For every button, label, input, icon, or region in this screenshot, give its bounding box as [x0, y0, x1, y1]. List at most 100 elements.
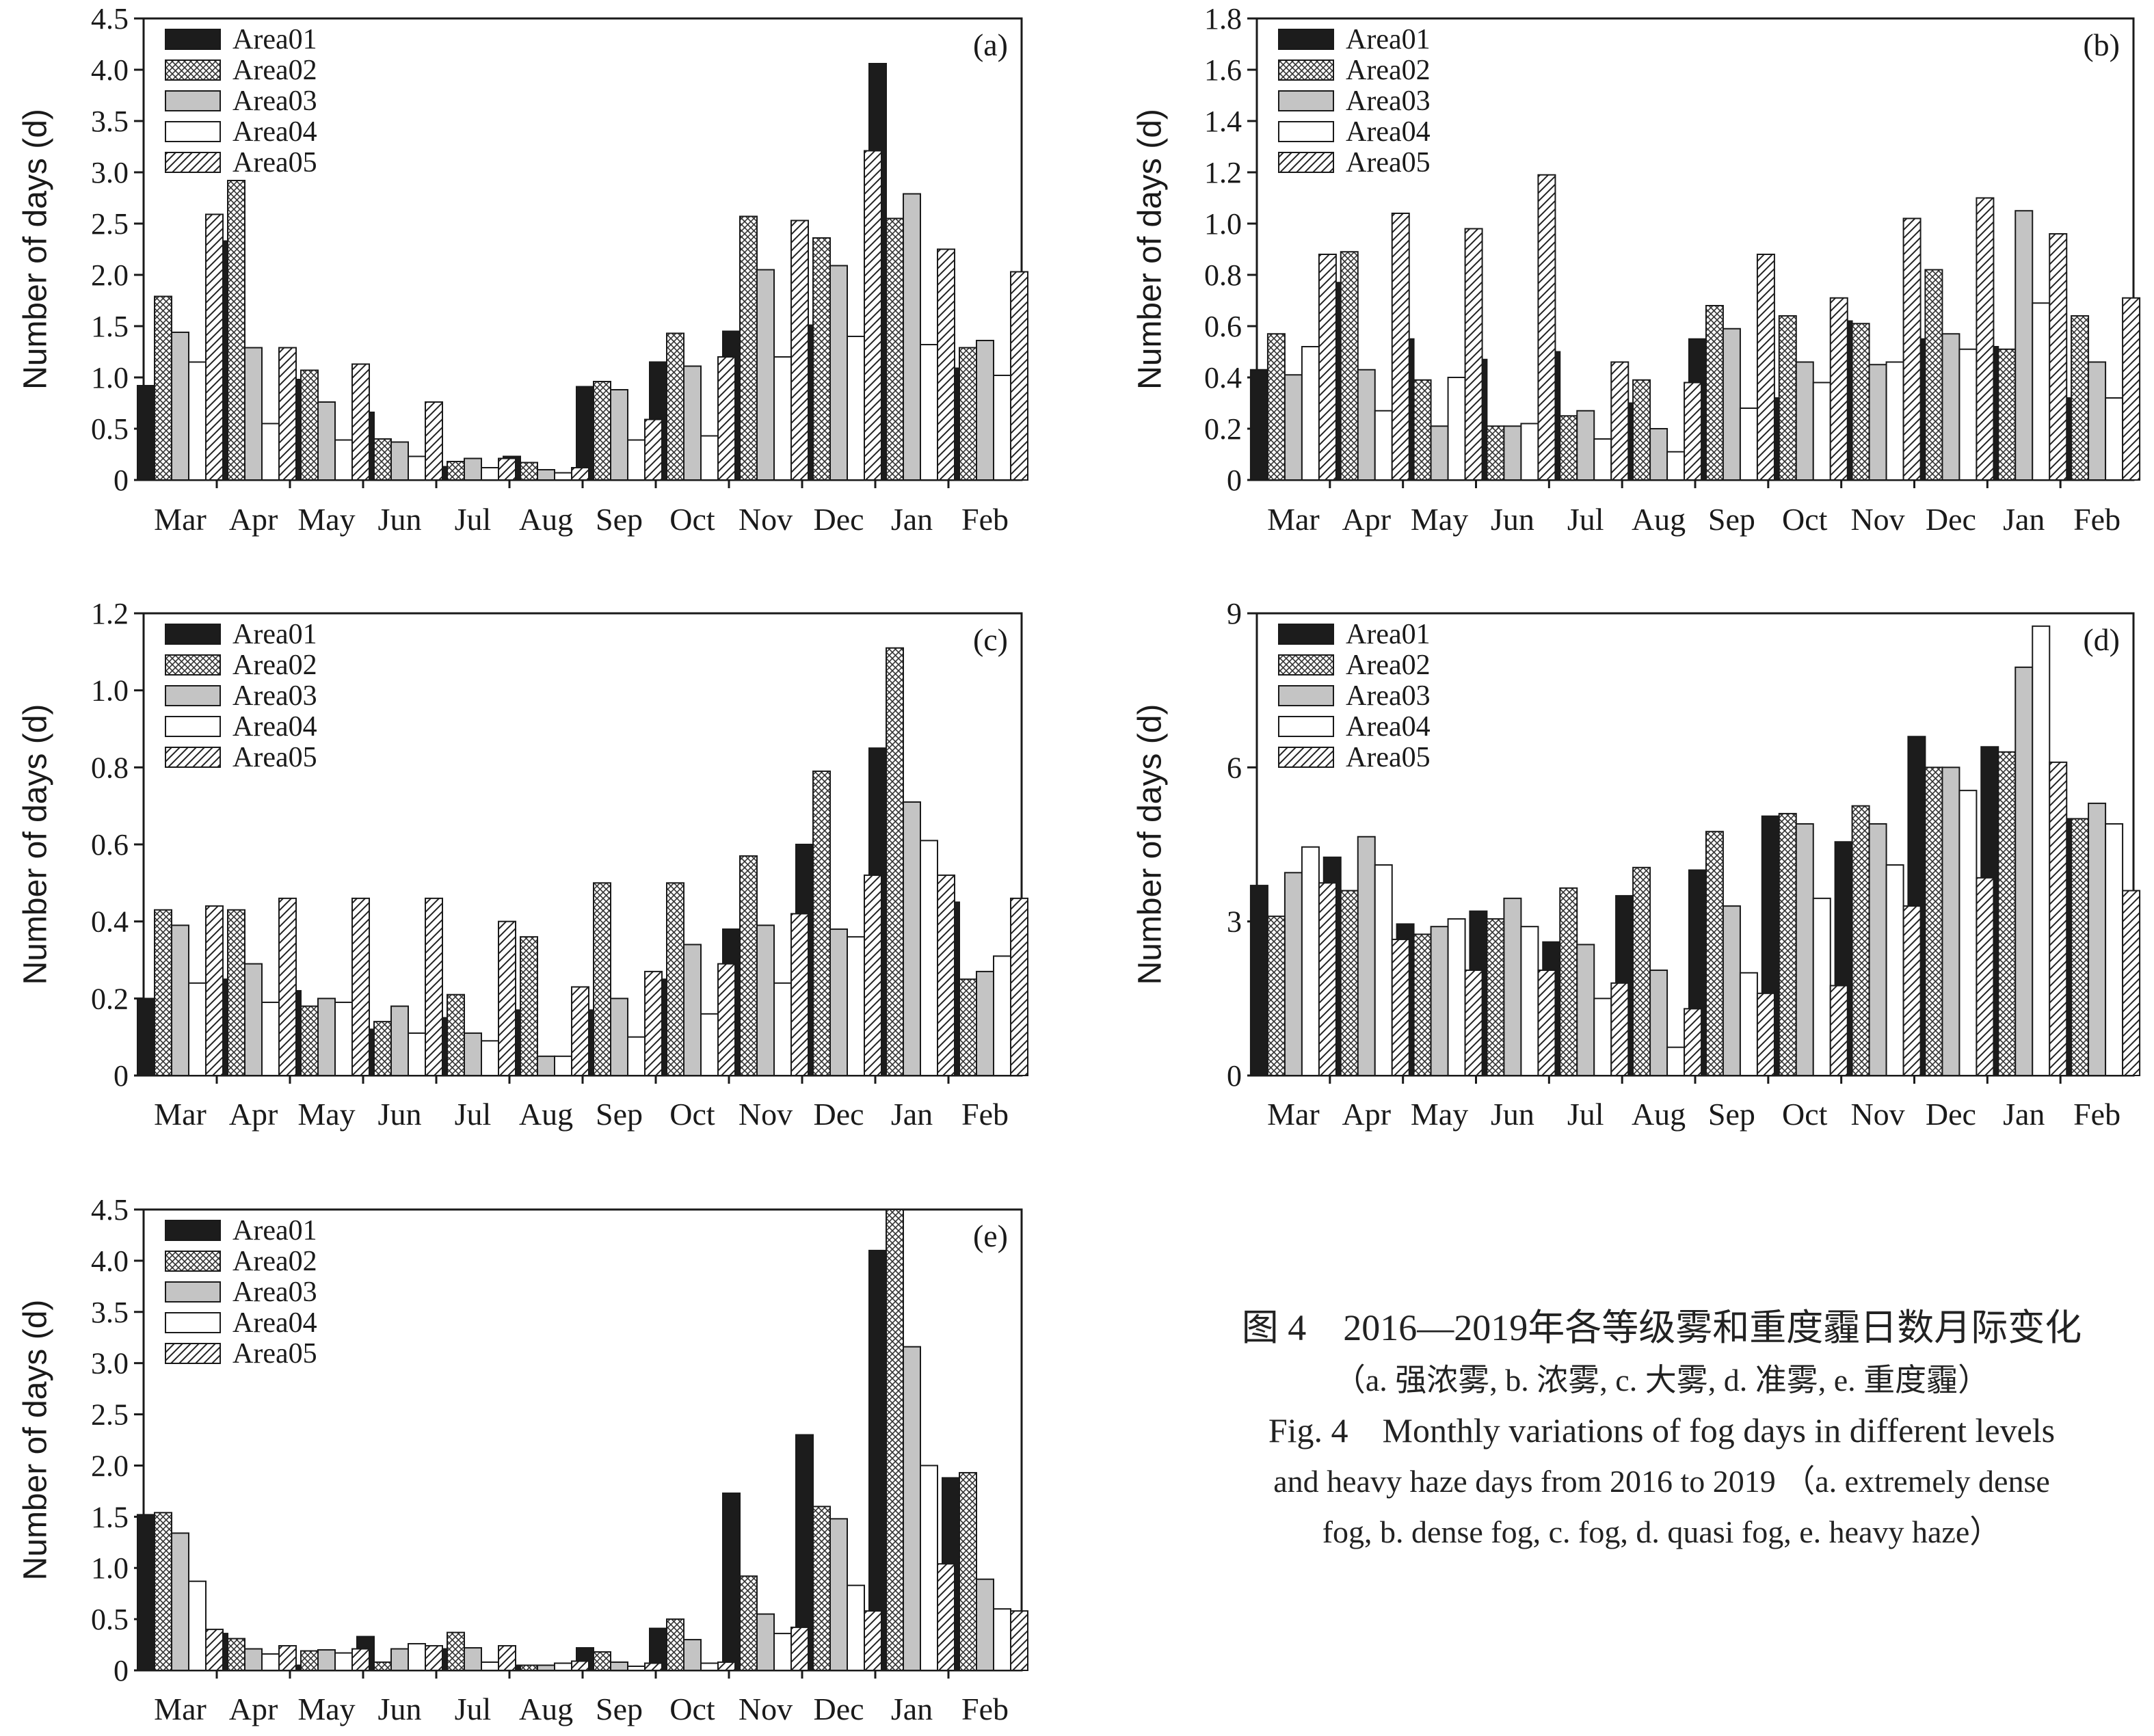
bar-area03-dec [1941, 766, 1960, 1077]
bar-area04-mar [188, 361, 207, 481]
y-tick-label: 1.5 [91, 1500, 129, 1534]
bar-area03-oct [1795, 361, 1814, 481]
legend-label-area03: Area03 [1346, 680, 1431, 712]
legend-label-area04: Area04 [1346, 116, 1431, 148]
bar-area02-apr [1340, 251, 1359, 481]
bar-area05-oct [1829, 985, 1848, 1076]
x-tick-label-oct: Oct [669, 1692, 715, 1726]
x-tick-label-jul: Jul [455, 502, 492, 537]
bar-area05-apr [1391, 213, 1410, 481]
bar-area02-jun [1486, 425, 1505, 481]
bar-area02-feb [959, 1471, 977, 1672]
y-tick-label: 1.0 [91, 1551, 129, 1585]
y-tick-label: 4.5 [91, 2, 129, 36]
bar-area04-feb [993, 955, 1011, 1077]
bar-area04-mar [1301, 846, 1320, 1077]
bar-area05-mar [1318, 882, 1337, 1077]
y-tick-label: 6 [1227, 751, 1242, 784]
bar-area05-sep [644, 418, 663, 481]
bar-area04-may [334, 1001, 353, 1077]
bar-area04-nov [773, 1633, 792, 1672]
bar-area02-jan [886, 217, 904, 481]
bar-area01-mar [137, 998, 155, 1077]
bar-area04-may [334, 1652, 353, 1672]
y-tick-label: 4.0 [91, 1244, 129, 1278]
bar-area04-may [1447, 377, 1466, 481]
bar-area05-dec [864, 1610, 882, 1672]
x-tick-label-mar: Mar [154, 1692, 207, 1726]
legend-label-area04: Area04 [232, 1307, 317, 1339]
bar-area02-dec [812, 770, 831, 1076]
bar-area03-dec [829, 928, 848, 1077]
bar-area04-apr [1374, 410, 1393, 481]
x-tick-label-jun: Jun [378, 1097, 422, 1132]
bar-area03-jul [464, 1647, 482, 1671]
x-tick-label-jan: Jan [891, 1097, 933, 1132]
bar-area04-may [334, 439, 353, 481]
x-tick-label-dec: Dec [1926, 502, 1976, 537]
bar-area04-nov [773, 356, 792, 481]
bar-area05-apr [1391, 938, 1410, 1077]
series-area05 [205, 874, 1028, 1077]
x-tick-label-jun: Jun [1491, 1097, 1534, 1132]
y-tick-label: 3 [1227, 905, 1242, 939]
bar-area03-mar [1284, 872, 1303, 1077]
bar-area04-feb [993, 1608, 1011, 1671]
legend-swatch-area03 [1278, 90, 1334, 111]
legend-label-area01: Area01 [232, 1215, 317, 1246]
bar-area05-aug [571, 1660, 589, 1672]
bar-area05-jun [425, 1645, 443, 1671]
bar-area04-jun [1520, 926, 1539, 1076]
bar-area05-apr [278, 347, 297, 481]
legend-label-area05: Area05 [1346, 147, 1431, 178]
x-tick-label-oct: Oct [1782, 1097, 1828, 1132]
bar-area05-apr [278, 897, 297, 1077]
x-tick-label-may: May [297, 502, 355, 537]
y-tick-label: 1.2 [1204, 156, 1242, 189]
x-tick-label-may: May [297, 1692, 355, 1726]
bar-area02-jan [886, 647, 904, 1076]
bar-area04-oct [1812, 382, 1831, 481]
legend-swatch-area01 [1278, 29, 1334, 50]
y-tick-label: 3.0 [91, 156, 129, 189]
bar-area02-oct [1778, 812, 1797, 1077]
y-tick-label: 1.0 [1204, 207, 1242, 241]
bar-area05-feb [2122, 297, 2141, 481]
legend-swatch-area02 [165, 59, 221, 81]
bar-area02-sep [593, 1651, 611, 1672]
legend-label-area05: Area05 [232, 147, 317, 178]
legend-swatch-area03 [165, 90, 221, 111]
legend-swatch-area03 [165, 1281, 221, 1303]
bar-area02-jan [886, 1209, 904, 1671]
bar-area02-dec [812, 237, 831, 481]
bar-area05-jan [2049, 761, 2068, 1077]
legend-label-area01: Area01 [232, 24, 317, 55]
charts-root: 0 0.5 1.0 1.5 2.0 2.5 3.0 3.5 4.0 4.5 Mar Apr May Jun… [18, 2, 2141, 1726]
legend-swatch-area04 [1278, 716, 1334, 737]
x-tick-label-apr: Apr [229, 1692, 278, 1726]
bar-area05-aug [1684, 1008, 1703, 1077]
legend-swatch-area02 [1278, 654, 1334, 676]
y-tick-label: 0.8 [91, 751, 129, 784]
bar-area01-mar [137, 385, 155, 481]
caption-line2-en: and heavy haze days from 2016 to 2019 （a… [1273, 1464, 2050, 1499]
bar-area04-oct [1812, 897, 1831, 1077]
bar-area05-nov [1902, 905, 1922, 1076]
x-tick-label-aug: Aug [1632, 1097, 1686, 1132]
x-tick-label-jun: Jun [378, 1692, 422, 1726]
bar-area02-aug [1632, 379, 1651, 481]
y-axis-label: Number of days (d) [18, 704, 54, 985]
legend-label-area01: Area01 [232, 619, 317, 650]
bar-area03-oct [683, 944, 702, 1077]
caption-title-cn: 图 4 2016—2019年各等级雾和重度霾日数月际变化 [1241, 1307, 2082, 1348]
x-tick-label-dec: Dec [1926, 1097, 1976, 1132]
x-tick-label-sep: Sep [1708, 1097, 1755, 1132]
panel-label: (c) [973, 622, 1008, 657]
bar-area04-jun [408, 1032, 426, 1076]
y-axis-label: Number of days (d) [1132, 109, 1169, 390]
bar-area04-apr [1374, 864, 1393, 1076]
bar-area04-dec [1958, 348, 1978, 481]
bar-area02-feb [959, 978, 977, 1076]
bar-area04-jan [2032, 625, 2051, 1076]
bar-area03-aug [1649, 970, 1668, 1076]
